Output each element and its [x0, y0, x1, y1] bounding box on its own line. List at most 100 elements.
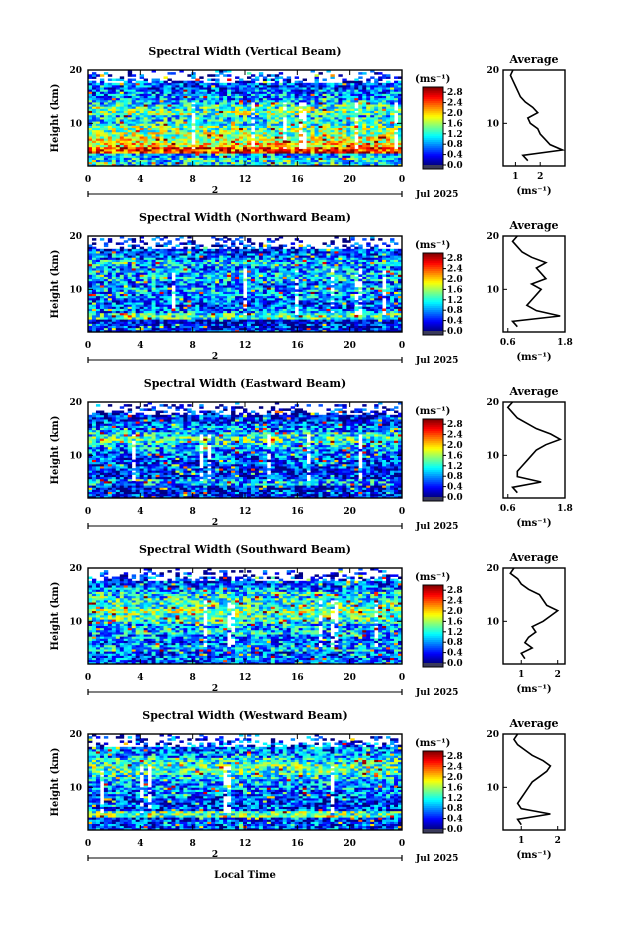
heatmap-cell [139, 84, 145, 88]
heatmap-cell [131, 91, 137, 94]
heatmap-cell [135, 138, 141, 141]
heatmap-cell [151, 95, 156, 99]
heatmap-cell [155, 121, 160, 124]
heatmap-cell [155, 106, 160, 109]
heatmap-cell [95, 84, 101, 88]
heatmap-cell [123, 89, 129, 92]
heatmap-cell [207, 131, 212, 135]
heatmap-cell [195, 78, 200, 82]
heatmap-cell [171, 123, 176, 126]
heatmap-cell [171, 112, 176, 116]
heatmap-cell [211, 248, 216, 252]
heatmap-cell [115, 153, 121, 156]
heatmap-cell [195, 119, 200, 122]
heatmap-cell [147, 110, 152, 114]
heatmap-cell [139, 121, 145, 124]
heatmap-cell [250, 123, 256, 126]
heatmap-cell [175, 91, 180, 94]
heatmap-cell [95, 102, 101, 105]
heatmap-cell [175, 244, 180, 248]
heatmap-cell [199, 248, 204, 252]
heatmap-cell [111, 123, 117, 126]
heatmap-cell [167, 138, 172, 141]
heatmap-cell [99, 93, 105, 96]
heatmap-cell [199, 161, 204, 165]
heatmap-cell [143, 97, 149, 101]
heatmap-cell [191, 159, 196, 163]
heatmap-cell [99, 134, 105, 137]
heatmap-cell [187, 151, 192, 154]
heatmap-cell [187, 240, 192, 243]
heatmap-cell [227, 238, 232, 241]
heatmap-cell [155, 129, 160, 133]
heatmap-cell [195, 102, 200, 105]
heatmap-cell [135, 244, 141, 248]
heatmap-cell [119, 161, 125, 165]
heatmap-cell [131, 87, 137, 90]
heatmap-cell [127, 89, 133, 92]
beam-panel-2: Spectral Width (Northward Beam)1020Heigh… [50, 211, 573, 366]
colorbar-tick-label: 2.8 [447, 88, 463, 98]
heatmap-cell [342, 78, 347, 82]
heatmap-cell [147, 82, 152, 86]
heatmap-cell [111, 93, 117, 96]
heatmap-cell [111, 97, 117, 101]
heatmap-cell [187, 116, 192, 120]
heatmap-cell [143, 80, 149, 84]
heatmap-cell [163, 136, 168, 139]
heatmap-cell [151, 131, 156, 135]
heatmap-cell [171, 110, 176, 114]
heatmap-cell [151, 91, 156, 94]
heatmap-cell [99, 153, 105, 156]
average-line [509, 69, 566, 162]
heatmap-cell [135, 151, 141, 154]
heatmap-cell [143, 119, 149, 122]
heatmap-cell [175, 131, 180, 135]
heatmap-cell [147, 142, 152, 146]
heatmap-cell [179, 123, 184, 126]
heatmap-cell [199, 138, 204, 141]
heatmap-cell [88, 87, 93, 90]
heatmap-cell [179, 127, 184, 131]
heatmap-cell [163, 76, 168, 79]
heatmap-cell [143, 153, 149, 156]
heatmap-cell [203, 82, 208, 86]
heatmap-cell [135, 142, 141, 146]
heatmap-cell [119, 142, 125, 146]
heatmap-cell [302, 106, 307, 109]
heatmap-cell [127, 72, 133, 75]
heatmap-cell [95, 99, 101, 103]
heatmap-cell [127, 163, 133, 167]
heatmap-cell [139, 134, 145, 137]
heatmap-cell [131, 138, 137, 141]
heatmap-cell [250, 131, 256, 135]
heatmap-cell [171, 121, 176, 124]
heatmap-cell [115, 242, 121, 245]
heatmap-cell [103, 151, 109, 154]
heatmap-cell [223, 244, 228, 248]
heatmap-cell [207, 142, 212, 146]
heatmap-cell [131, 151, 137, 154]
heatmap-cell [278, 72, 284, 75]
heatmap-cell [207, 140, 212, 143]
heatmap-cell [151, 138, 156, 141]
heatmap-cell [151, 99, 156, 103]
heatmap-cell [171, 102, 176, 105]
heatmap-cell [163, 151, 168, 154]
heatmap-cell [171, 246, 176, 250]
heatmap-cell [354, 131, 359, 135]
heatmap-cell [199, 93, 204, 96]
heatmap-cell [135, 134, 141, 137]
heatmap-cell [183, 80, 188, 84]
heatmap-cell [183, 93, 188, 96]
heatmap-cell [195, 104, 200, 107]
heatmap-cell [103, 119, 109, 122]
heatmap-cell [195, 95, 200, 99]
heatmap-cell [135, 157, 141, 160]
heatmap-cell [115, 87, 121, 90]
heatmap-cell [203, 144, 208, 148]
heatmap-cell [107, 102, 113, 105]
heatmap-cell [358, 80, 363, 84]
heatmap-cell [99, 157, 105, 160]
heatmap-cell [111, 121, 117, 124]
